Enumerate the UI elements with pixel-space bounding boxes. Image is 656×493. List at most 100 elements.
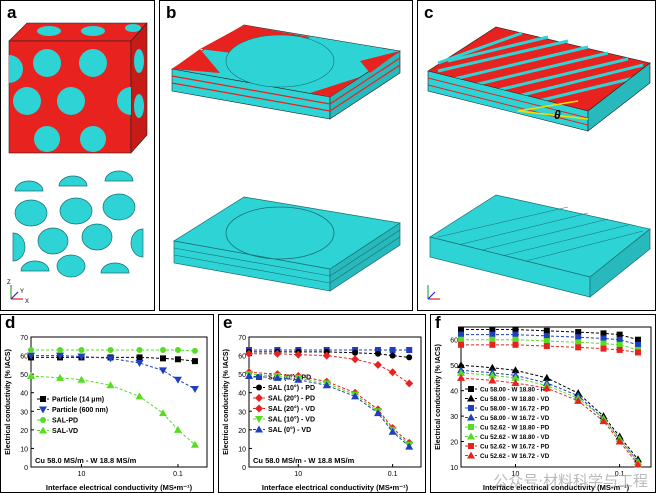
panel-label-b: b <box>166 3 177 22</box>
panel-label-e: e <box>223 313 233 332</box>
data-point <box>512 336 519 343</box>
x-axis-label: Interface electrical conductivity (MS•m⁻… <box>483 483 630 492</box>
legend-label: Cu 58.00 - W 16.72 - VD <box>480 415 550 422</box>
data-point <box>245 349 253 358</box>
data-point <box>600 345 607 352</box>
data-point <box>273 349 282 358</box>
legend-marker <box>467 432 475 440</box>
data-point <box>458 326 464 333</box>
y-tick-label: 0 <box>24 465 28 472</box>
data-point <box>599 417 608 425</box>
series-line <box>460 369 639 463</box>
chart-d: 0 10 20 30 40 50 60 70 10 0.1 Interface electrical… <box>5 335 208 492</box>
y-tick-label: 0 <box>242 465 246 472</box>
legend-marker <box>468 424 474 430</box>
panel-b: b <box>159 0 413 311</box>
data-point <box>457 361 465 369</box>
y-tick-label: 50 <box>20 372 28 379</box>
series-line <box>31 355 196 390</box>
x-tick-label: 10 <box>294 471 302 478</box>
legend-label: Cu 52.62 - W 18.80 - PD <box>480 425 550 432</box>
y-tick-label: 40 <box>20 391 28 398</box>
data-point <box>489 336 496 343</box>
y-axis-label: Electrical conductivity (% IACS) <box>5 349 12 455</box>
series-line <box>248 373 410 446</box>
panel-label-d: d <box>5 313 16 332</box>
data-point <box>173 376 182 384</box>
data-point <box>190 440 199 448</box>
plot-frame <box>30 336 208 468</box>
data-point <box>27 372 35 379</box>
chart-f: 10 20 30 40 50 60 10 0.1 Interface electrical co… <box>435 326 652 492</box>
chart-note: Cu 58.0 MS/m - W 18.8 MS/m <box>35 456 137 465</box>
y-tick-label: 20 <box>238 428 246 435</box>
legend-marker <box>40 396 46 402</box>
series-line <box>460 372 639 463</box>
data-point <box>374 360 383 369</box>
legend-label: SAL-PD <box>52 418 78 425</box>
panel-label-c: c <box>424 3 434 22</box>
data-point <box>616 346 623 353</box>
series-line <box>30 375 196 446</box>
x-tick-label: 0.1 <box>615 471 625 478</box>
data-point <box>575 339 582 346</box>
y-tick-label: 50 <box>450 363 458 370</box>
legend-marker <box>468 405 474 411</box>
series-line <box>248 375 410 447</box>
data-point <box>374 409 383 417</box>
series-line <box>460 377 639 465</box>
data-point <box>574 396 583 404</box>
data-point <box>388 368 397 377</box>
y-tick-label: 20 <box>20 428 28 435</box>
axis-y: Y <box>20 289 24 295</box>
legend-marker <box>255 404 263 413</box>
legend-label: SAL-VD <box>52 428 78 435</box>
panel-f: f 10 20 30 40 50 60 10 0.1 Interface electrical … <box>430 313 656 493</box>
data-point <box>542 384 551 392</box>
panel-a: a Z Y X <box>0 0 155 311</box>
data-point <box>575 334 582 341</box>
data-point <box>511 373 520 381</box>
panel-e: e 0 10 20 30 40 50 60 70 10 0.1 Interface electric… <box>218 313 426 493</box>
y-tick-label: 40 <box>238 391 246 398</box>
x-axis-label: Interface electrical conductivity (MS•m⁻… <box>46 483 193 492</box>
data-point <box>78 347 85 353</box>
data-point <box>191 347 198 354</box>
x-tick-label: 10 <box>78 471 86 478</box>
data-point <box>388 427 397 435</box>
y-tick-label: 10 <box>450 465 458 472</box>
legend-marker <box>255 416 263 423</box>
legend-label: Cu 52.62 - W 18.80 - VD <box>480 434 550 441</box>
data-point <box>458 331 464 338</box>
y-axis-label: Electrical conductivity (% IACS) <box>435 344 442 450</box>
data-point <box>160 347 167 353</box>
data-point <box>600 340 607 347</box>
data-point <box>174 347 181 353</box>
data-point <box>458 336 464 343</box>
legend-marker <box>467 451 475 459</box>
data-point <box>512 331 519 338</box>
x-tick-label: 0.1 <box>388 471 398 478</box>
data-point <box>543 327 550 334</box>
x-tick-label: 10 <box>512 471 520 478</box>
data-point <box>542 373 551 381</box>
data-point <box>575 329 582 336</box>
data-point <box>294 350 303 359</box>
angled-laminate-illustration: θ <box>427 26 651 300</box>
plot-frame <box>248 336 422 468</box>
data-point <box>575 344 582 351</box>
data-point <box>245 372 253 379</box>
data-point <box>405 442 414 450</box>
y-tick-label: 30 <box>238 409 246 416</box>
data-point <box>488 376 497 384</box>
data-point <box>634 336 641 343</box>
data-point <box>136 347 143 353</box>
data-point <box>616 336 623 343</box>
data-point <box>543 332 550 339</box>
y-tick-label: 30 <box>450 414 458 421</box>
data-point <box>294 375 303 383</box>
data-point <box>322 381 331 389</box>
data-point <box>56 373 65 381</box>
data-point <box>543 338 550 344</box>
data-point <box>160 355 167 362</box>
